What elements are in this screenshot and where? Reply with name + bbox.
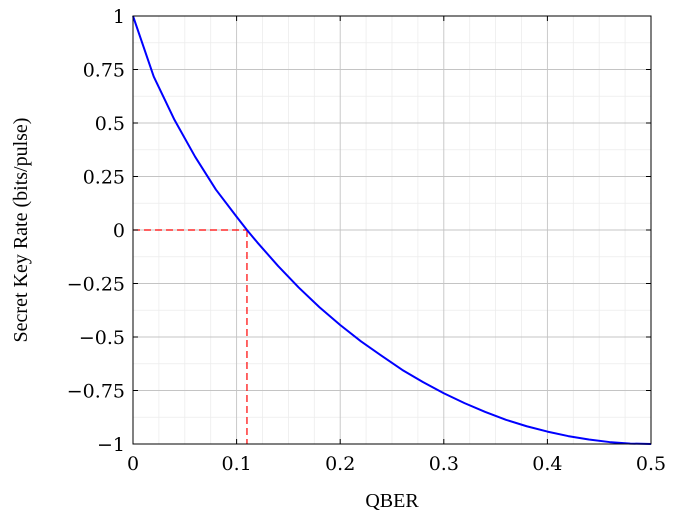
y-tick-label: −1 bbox=[97, 434, 125, 456]
series-line-0 bbox=[132, 15, 652, 445]
series-layer bbox=[132, 15, 652, 445]
y-tick-labels: −1 −0.75 −0.5 −0.25 0 0.25 0.5 0.75 1 bbox=[67, 6, 125, 456]
y-tick-label: 0.75 bbox=[83, 60, 125, 82]
y-axis-title: Secret Key Rate (bits/pulse) bbox=[10, 118, 32, 343]
y-tick-label: −0.75 bbox=[67, 381, 125, 403]
x-tick-label: 0.3 bbox=[429, 453, 459, 475]
x-tick-label: 0 bbox=[127, 453, 139, 475]
y-tick-label: 0 bbox=[113, 220, 125, 242]
x-tick-label: 0.2 bbox=[325, 453, 355, 475]
x-tick-label: 0.5 bbox=[636, 453, 666, 475]
x-tick-label: 0.4 bbox=[532, 453, 562, 475]
x-tick-label: 0.1 bbox=[221, 453, 251, 475]
y-tick-label: 0.5 bbox=[95, 113, 125, 135]
x-tick-labels: 0 0.1 0.2 0.3 0.4 0.5 bbox=[127, 453, 666, 475]
y-tick-label: 0.25 bbox=[83, 167, 125, 189]
y-tick-label: −0.25 bbox=[67, 274, 125, 296]
plot-frame bbox=[132, 15, 652, 445]
x-axis-title: QBER bbox=[365, 490, 419, 512]
threshold-lines bbox=[133, 229, 248, 444]
y-tick-label: 1 bbox=[113, 6, 125, 28]
y-tick-label: −0.5 bbox=[79, 327, 125, 349]
